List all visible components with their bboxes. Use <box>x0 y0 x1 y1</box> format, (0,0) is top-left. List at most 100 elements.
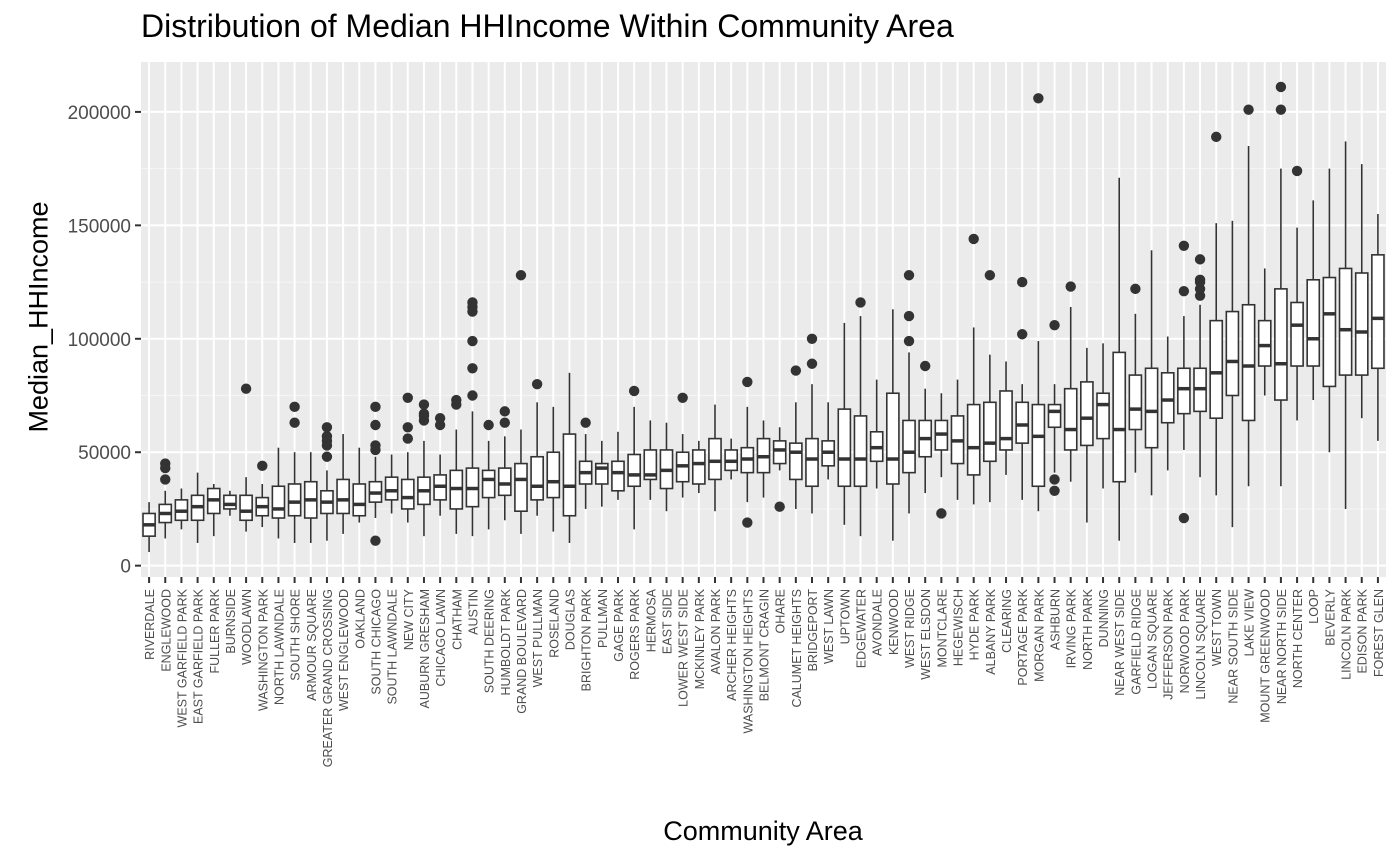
x-tick-label: HYDE PARK <box>968 588 982 660</box>
y-axis: 0 50000 100000 150000 200000 <box>68 103 141 578</box>
outlier-point <box>499 406 510 417</box>
box-pullman <box>594 440 609 507</box>
outlier-point <box>240 383 252 394</box>
x-tick-label: CHICAGO LAWN <box>434 589 448 686</box>
x-tick-label: FOREST GLEN <box>1372 589 1386 677</box>
outlier-point <box>160 474 171 485</box>
outlier-point <box>1033 93 1044 104</box>
x-tick-label: NORWOOD PARK <box>1178 588 1192 693</box>
box-morgan-park <box>1031 93 1046 512</box>
outlier-point <box>1275 81 1287 93</box>
box-iqr <box>1241 303 1256 422</box>
box-iqr <box>1144 367 1159 449</box>
x-tick-label: ROSELAND <box>547 589 561 658</box>
box-lincoln-square <box>1193 254 1207 478</box>
box-edgewater <box>853 297 868 537</box>
box-south-lawndale <box>384 454 399 514</box>
box-gage-park <box>611 431 625 500</box>
outlier-point <box>903 335 915 347</box>
box-fuller-park <box>206 483 221 537</box>
box-iqr <box>611 460 625 492</box>
box-iqr <box>983 401 997 463</box>
x-tick-label: LOGAN SQUARE <box>1146 589 1160 689</box>
outlier-point <box>467 335 478 347</box>
box-iqr <box>1371 254 1385 370</box>
x-tick-label: NEAR SOUTH SIDE <box>1226 589 1240 704</box>
box-auburn-gresham <box>417 399 431 537</box>
x-tick-label: ASHBURN <box>1049 589 1063 650</box>
box-garfield-ridge <box>1128 283 1143 473</box>
outlier-point <box>1211 131 1222 143</box>
box-iqr <box>1047 403 1062 429</box>
outlier-point <box>321 422 333 433</box>
box-iqr <box>627 453 642 488</box>
box-iqr <box>1112 351 1127 483</box>
outlier-point <box>806 333 818 344</box>
box-hermosa <box>643 420 658 500</box>
box-greater-grand-crossing <box>320 422 334 541</box>
box-chicago-lawn <box>433 412 447 516</box>
x-tick-label: LINCOLN PARK <box>1340 588 1354 679</box>
box-calumet-heights <box>788 365 803 509</box>
box-iqr <box>352 483 367 517</box>
box-iqr <box>708 437 722 481</box>
box-iqr <box>562 433 577 517</box>
x-tick-label: ARCHER HEIGHTS <box>725 589 739 701</box>
x-tick-label: KENWOOD <box>887 589 901 655</box>
x-tick-label: WEST PULLMAN <box>531 589 545 687</box>
outlier-point <box>936 508 947 519</box>
box-lincoln-park <box>1338 141 1353 509</box>
box-albany-park <box>983 270 997 503</box>
y-tick-label: 150000 <box>68 216 131 237</box>
box-forest-glen <box>1371 214 1385 441</box>
box-norwood-park <box>1177 240 1191 524</box>
outlier-point <box>418 408 430 419</box>
outlier-point <box>467 297 478 308</box>
x-tick-label: EDISON PARK <box>1356 588 1370 673</box>
y-tick-label: 0 <box>120 557 131 578</box>
box-iqr <box>1096 392 1110 440</box>
box-west-garfield-park <box>174 488 189 530</box>
box-riverdale <box>142 502 156 553</box>
outlier-point <box>321 431 333 442</box>
box-ashburn <box>1047 319 1062 496</box>
outlier-point <box>1178 240 1190 251</box>
box-mckinley-park <box>691 440 706 494</box>
x-tick-label: PORTAGE PARK <box>1016 588 1030 685</box>
x-tick-label: AVONDALE <box>871 589 885 656</box>
outlier-point <box>1017 276 1028 288</box>
box-iqr <box>805 437 819 488</box>
box-near-north-side <box>1274 81 1288 487</box>
x-tick-label: HEGEWISCH <box>952 589 966 666</box>
box-iqr <box>271 485 286 519</box>
x-tick-label: ALBANY PARK <box>984 588 998 674</box>
box-iqr <box>223 494 237 510</box>
y-axis-title: Median_HHIncome <box>23 201 54 433</box>
box-mount-greenwood <box>1257 268 1272 396</box>
box-iqr <box>1128 374 1143 431</box>
x-tick-label: HUMBOLDT PARK <box>499 588 513 695</box>
box-iqr <box>643 449 658 481</box>
x-tick-label: SOUTH DEERING <box>483 589 497 693</box>
box-north-park <box>1080 347 1094 523</box>
box-avondale <box>869 379 884 489</box>
outlier-point <box>1065 281 1076 292</box>
box-iqr <box>1160 372 1175 424</box>
outlier-point <box>467 390 478 401</box>
box-near-south-side <box>1225 220 1240 528</box>
box-uptown <box>837 322 852 525</box>
x-tick-label: WEST TOWN <box>1210 589 1224 666</box>
box-iqr <box>1225 310 1240 397</box>
x-tick-label: WEST GARFIELD PARK <box>175 588 189 727</box>
box-lake-view <box>1241 104 1256 487</box>
outlier-point <box>499 417 510 428</box>
outlier-point <box>483 419 494 431</box>
outlier-point <box>1243 104 1254 115</box>
box-iqr <box>999 390 1013 451</box>
box-iqr <box>1015 401 1030 444</box>
box-iqr <box>239 494 253 522</box>
box-douglas <box>562 372 577 543</box>
box-iqr <box>546 451 561 499</box>
box-avalon-park <box>708 404 722 512</box>
